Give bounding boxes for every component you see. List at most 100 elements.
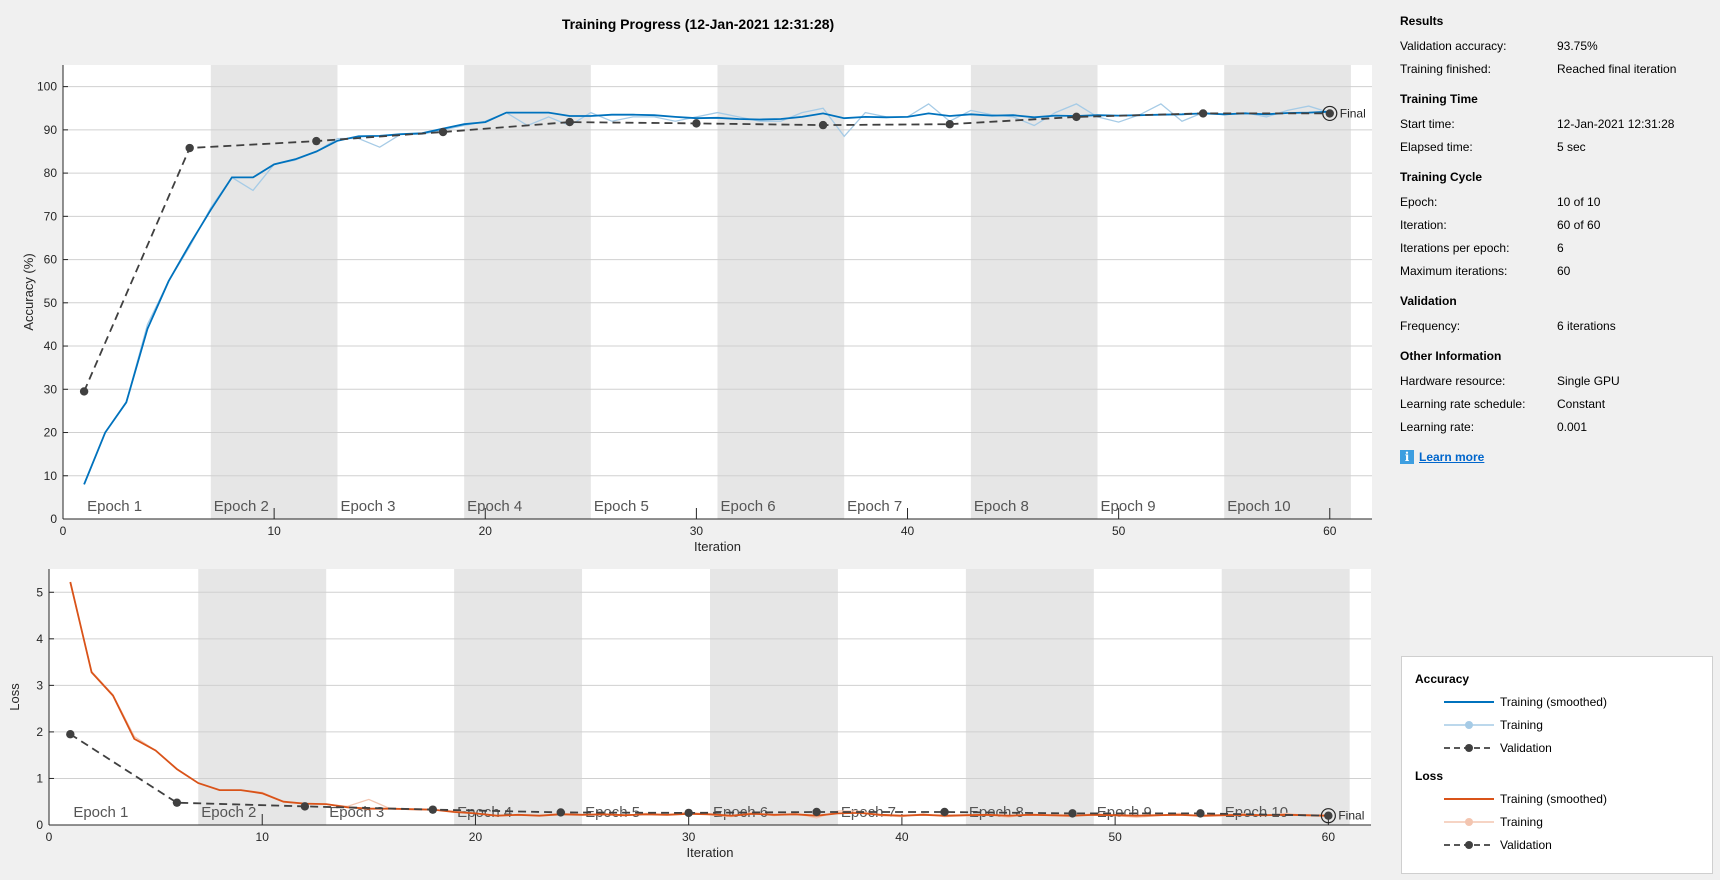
x-tick-label: 50	[1108, 830, 1122, 844]
y-tick-label: 100	[37, 80, 57, 94]
legend-loss-heading: Loss	[1415, 769, 1444, 783]
x-tick-label: 30	[682, 830, 696, 844]
epoch-band	[1224, 65, 1351, 519]
x-tick-label: 0	[60, 524, 67, 538]
training-smoothed-series-line	[69, 581, 1329, 817]
legend-line-accuracy-training-icon	[1444, 720, 1494, 729]
info-key: Hardware resource:	[1400, 373, 1506, 388]
y-tick-label: 10	[44, 469, 58, 483]
epoch-label: Epoch 7	[847, 498, 902, 515]
y-tick-label: 0	[50, 512, 57, 526]
x-tick-label: 20	[479, 524, 493, 538]
results-heading: Results	[1400, 14, 1444, 28]
info-key: Frequency:	[1400, 318, 1461, 333]
x-axis-label: Iteration	[687, 845, 734, 860]
training-finished-value: Reached final iteration	[1557, 61, 1677, 76]
info-key: Iterations per epoch:	[1400, 240, 1510, 255]
validation-point	[556, 808, 565, 817]
chart-title: Training Progress (12-Jan-2021 12:31:28)	[561, 16, 835, 32]
x-tick-label: 50	[1112, 524, 1126, 538]
x-tick-label: 40	[895, 830, 909, 844]
validation-point	[438, 127, 448, 137]
legend-item: Validation	[1402, 833, 1712, 856]
legend-label: Training	[1500, 814, 1543, 829]
epoch-label: Epoch 4	[457, 804, 512, 821]
legend-label: Training (smoothed)	[1500, 791, 1607, 806]
legend-label: Training	[1500, 717, 1543, 732]
info-key: Learning rate:	[1400, 419, 1475, 434]
legend-line-accuracy-smoothed-icon	[1444, 700, 1494, 703]
y-axis-label: Loss	[7, 683, 22, 711]
y-axis-label: Accuracy (%)	[21, 253, 36, 330]
legend-line-loss-training-icon	[1444, 817, 1494, 826]
iterations-per-epoch-value: 6	[1557, 240, 1564, 255]
loss-chart: Epoch 1 Epoch 2 Epoch 3 Epoch 4 Epoch 5 Epoch…	[7, 569, 1371, 860]
lr-schedule-value: Constant	[1557, 396, 1606, 411]
legend-line-loss-smoothed-icon	[1444, 797, 1494, 800]
epoch-label: Epoch 2	[214, 498, 269, 515]
validation-point	[692, 119, 701, 128]
x-tick-label: 10	[267, 524, 281, 538]
epoch-label: Epoch 2	[201, 804, 256, 821]
y-tick-label: 1	[36, 771, 43, 785]
max-iterations-row: Maximum iterations: 60	[1400, 259, 1715, 282]
x-tick-label: 30	[690, 524, 704, 538]
y-tick-label: 3	[36, 678, 43, 692]
y-tick-label: 70	[44, 209, 58, 223]
legend-item: Training	[1402, 713, 1712, 736]
validation-point	[565, 117, 574, 127]
final-marker	[1320, 808, 1336, 824]
x-tick-label: 0	[46, 830, 53, 844]
validation-point	[300, 802, 310, 811]
final-label: Final	[1340, 106, 1366, 120]
y-tick-label: 0	[36, 818, 43, 832]
y-tick-label: 5	[36, 585, 43, 599]
y-tick-label: 60	[44, 253, 58, 267]
epoch-label: Epoch 4	[467, 498, 522, 515]
training-cycle-heading: Training Cycle	[1400, 170, 1483, 184]
epoch-label: Epoch 8	[974, 498, 1029, 515]
validation-point	[1072, 112, 1081, 122]
iteration-value: 60 of 60	[1557, 217, 1601, 232]
validation-point	[940, 807, 949, 817]
legend-item: Training	[1402, 810, 1712, 833]
epoch-row: Epoch: 10 of 10	[1400, 190, 1715, 213]
epoch-label: Epoch 1	[87, 498, 142, 515]
x-tick-label: 60	[1322, 830, 1336, 844]
validation-point	[172, 798, 182, 807]
other-information-heading: Other Information	[1400, 349, 1502, 363]
validation-point	[812, 807, 821, 817]
validation-point	[185, 143, 194, 153]
epoch-label: Epoch 3	[340, 498, 395, 515]
legend-line-accuracy-validation-icon	[1444, 743, 1494, 752]
epoch-label: Epoch 1	[73, 804, 128, 821]
info-icon: i	[1400, 450, 1414, 464]
learn-more-link[interactable]: Learn more	[1419, 450, 1485, 464]
info-key: Learning rate schedule:	[1400, 396, 1526, 411]
frequency-row: Frequency: 6 iterations	[1400, 314, 1715, 337]
y-tick-label: 80	[44, 166, 58, 180]
validation-heading: Validation	[1400, 294, 1457, 308]
hardware-value: Single GPU	[1557, 373, 1620, 388]
epoch-band	[198, 569, 327, 825]
epoch-value: 10 of 10	[1557, 194, 1601, 209]
legend-line-loss-validation-icon	[1444, 840, 1494, 849]
learn-more: i Learn more	[1400, 450, 1715, 464]
y-tick-label: 40	[44, 339, 58, 353]
legend-item: Training (smoothed)	[1402, 690, 1712, 713]
start-time-row: Start time: 12-Jan-2021 12:31:28	[1400, 112, 1715, 135]
legend-item: Training (smoothed)	[1402, 787, 1712, 810]
legend-label: Training (smoothed)	[1500, 694, 1607, 709]
epoch-label: Epoch 6	[721, 498, 776, 515]
info-key: Iteration:	[1400, 217, 1447, 232]
validation-point	[1325, 109, 1334, 118]
epoch-band	[970, 65, 1098, 519]
frequency-value: 6 iterations	[1557, 318, 1616, 333]
info-key: Epoch:	[1400, 194, 1438, 209]
epoch-label: Epoch 5	[594, 498, 649, 515]
y-tick-label: 50	[44, 296, 58, 310]
y-tick-label: 30	[44, 382, 58, 396]
epoch-band	[965, 569, 1094, 825]
validation-point	[945, 120, 954, 129]
validation-point	[1198, 109, 1208, 118]
